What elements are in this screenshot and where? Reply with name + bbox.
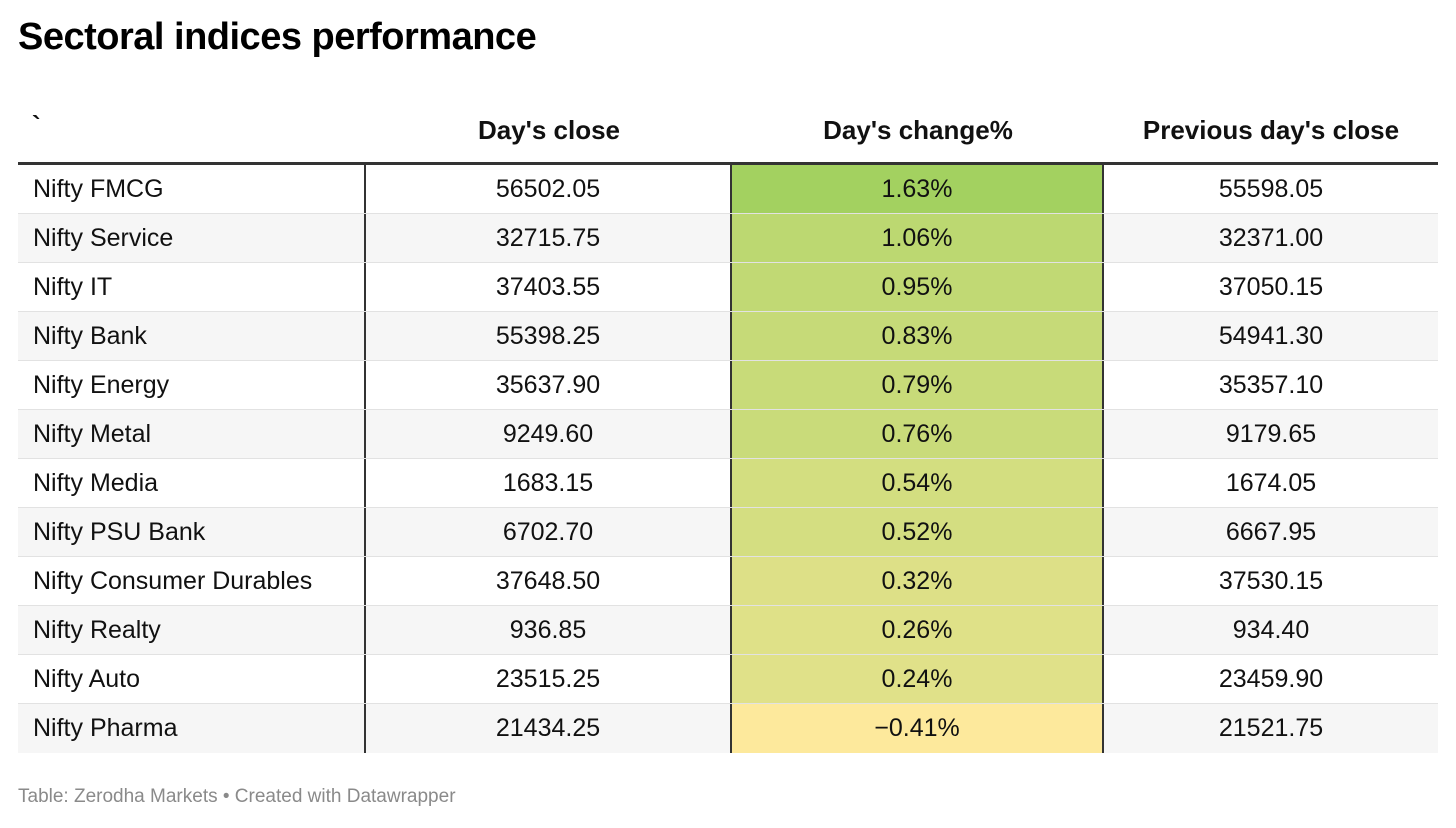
cell-prev-close: 37050.15 <box>1218 272 1324 301</box>
cell-days-close: 6702.70 <box>366 508 732 556</box>
cell-prev-close: 6667.95 <box>1225 517 1317 546</box>
table-row: Nifty Bank 55398.25 0.83% 54941.30 <box>18 312 1438 361</box>
cell-days-change: 0.54% <box>732 459 1104 507</box>
table-row: Nifty FMCG 56502.05 1.63% 55598.05 <box>18 165 1438 214</box>
table-row: Nifty Service 32715.75 1.06% 32371.00 <box>18 214 1438 263</box>
cell-days-change: 1.06% <box>732 214 1104 262</box>
table-row: Nifty Pharma 21434.25 −0.41% 21521.75 <box>18 704 1438 753</box>
table-row: Nifty Metal 9249.60 0.76% 9179.65 <box>18 410 1438 459</box>
source-footer: Table: Zerodha Markets • Created with Da… <box>18 786 456 807</box>
cell-days-close: 37648.50 <box>366 557 732 605</box>
cell-sector-name: Nifty Energy <box>18 361 366 409</box>
sector-table: ` Day's close Day's change% Previous day… <box>18 100 1438 753</box>
cell-days-change: 0.79% <box>732 361 1104 409</box>
cell-days-change: −0.41% <box>732 704 1104 753</box>
cell-sector-name: Nifty Realty <box>18 606 366 654</box>
cell-prev-close: 55598.05 <box>1218 174 1324 203</box>
header-name: ` <box>32 110 41 140</box>
cell-sector-name: Nifty Pharma <box>18 704 366 753</box>
chart-title: Sectoral indices performance <box>18 16 537 58</box>
table-row: Nifty Media 1683.15 0.54% 1674.05 <box>18 459 1438 508</box>
table-header-row: ` Day's close Day's change% Previous day… <box>18 100 1438 165</box>
cell-days-close: 9249.60 <box>366 410 732 458</box>
cell-days-close: 21434.25 <box>366 704 732 753</box>
header-days-change: Day's change% <box>823 115 1013 145</box>
table-body: Nifty FMCG 56502.05 1.63% 55598.05 Nifty Ser… <box>18 165 1438 753</box>
cell-days-close: 1683.15 <box>366 459 732 507</box>
cell-sector-name: Nifty Media <box>18 459 366 507</box>
cell-days-change: 0.95% <box>732 263 1104 311</box>
table-row: Nifty PSU Bank 6702.70 0.52% 6667.95 <box>18 508 1438 557</box>
cell-prev-close: 54941.30 <box>1218 321 1324 350</box>
header-days-close: Day's close <box>477 115 621 145</box>
cell-days-change: 0.24% <box>732 655 1104 703</box>
cell-prev-close: 934.40 <box>1232 615 1310 644</box>
cell-sector-name: Nifty Bank <box>18 312 366 360</box>
table-row: Nifty IT 37403.55 0.95% 37050.15 <box>18 263 1438 312</box>
cell-days-close: 56502.05 <box>366 165 732 213</box>
cell-sector-name: Nifty FMCG <box>18 165 366 213</box>
cell-sector-name: Nifty Auto <box>18 655 366 703</box>
table-row: Nifty Realty 936.85 0.26% 934.40 <box>18 606 1438 655</box>
cell-prev-close: 23459.90 <box>1218 664 1324 693</box>
cell-days-close: 37403.55 <box>366 263 732 311</box>
cell-prev-close: 1674.05 <box>1225 468 1317 497</box>
cell-prev-close: 35357.10 <box>1218 370 1324 399</box>
cell-days-change: 0.26% <box>732 606 1104 654</box>
table-row: Nifty Consumer Durables 37648.50 0.32% 3753… <box>18 557 1438 606</box>
cell-days-change: 0.83% <box>732 312 1104 360</box>
cell-days-close: 936.85 <box>366 606 732 654</box>
cell-sector-name: Nifty Consumer Durables <box>18 557 366 605</box>
cell-sector-name: Nifty Service <box>18 214 366 262</box>
cell-days-change: 0.52% <box>732 508 1104 556</box>
cell-sector-name: Nifty IT <box>18 263 366 311</box>
cell-prev-close: 9179.65 <box>1225 419 1317 448</box>
cell-days-change: 0.76% <box>732 410 1104 458</box>
cell-days-close: 35637.90 <box>366 361 732 409</box>
cell-sector-name: Nifty PSU Bank <box>18 508 366 556</box>
cell-days-change: 0.32% <box>732 557 1104 605</box>
cell-sector-name: Nifty Metal <box>18 410 366 458</box>
table-row: Nifty Energy 35637.90 0.79% 35357.10 <box>18 361 1438 410</box>
cell-days-change: 1.63% <box>732 165 1104 213</box>
cell-days-close: 55398.25 <box>366 312 732 360</box>
cell-prev-close: 32371.00 <box>1218 223 1324 252</box>
cell-days-close: 32715.75 <box>366 214 732 262</box>
header-prev-close: Previous day's close <box>1142 115 1400 145</box>
cell-days-close: 23515.25 <box>366 655 732 703</box>
table-row: Nifty Auto 23515.25 0.24% 23459.90 <box>18 655 1438 704</box>
cell-prev-close: 21521.75 <box>1218 714 1324 742</box>
cell-prev-close: 37530.15 <box>1218 566 1324 595</box>
